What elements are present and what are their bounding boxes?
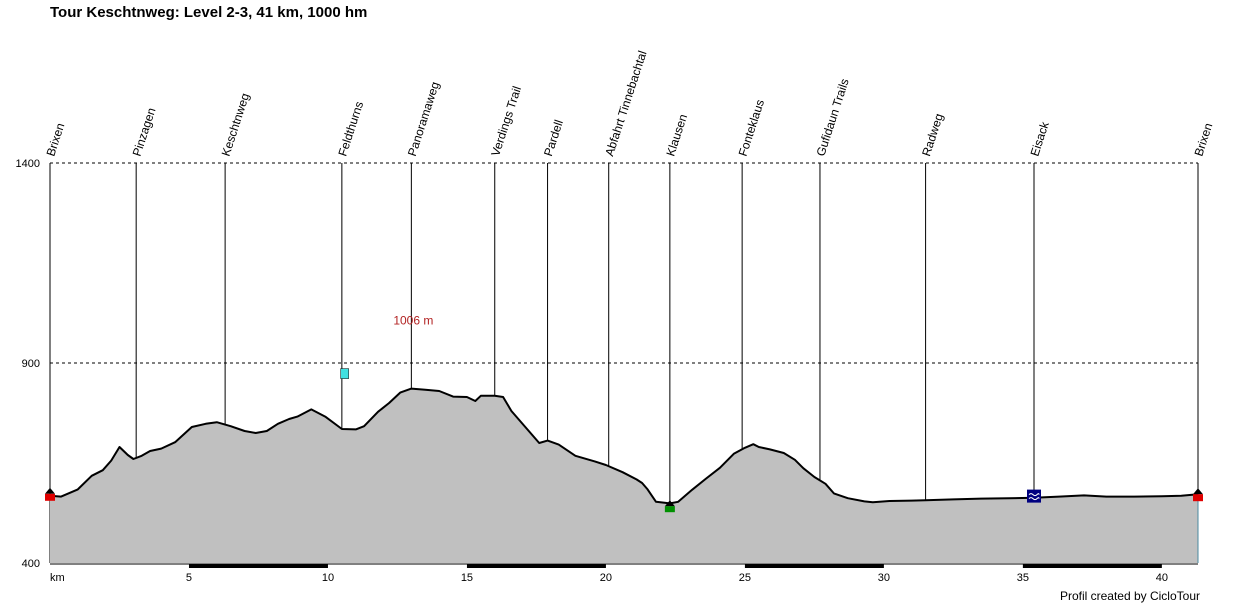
x-tick-label-15: 15 <box>461 572 473 584</box>
town-marker-roof <box>664 500 675 507</box>
y-tick-label-1400: 1400 <box>16 158 40 170</box>
start-marker <box>45 493 55 501</box>
x-axis-scale-segment <box>188 564 328 568</box>
river-wave-icon <box>1028 493 1040 501</box>
river-marker <box>1027 489 1041 503</box>
x-axis-scale-segment <box>466 564 606 568</box>
x-tick-label-20: 20 <box>600 572 612 584</box>
water-marker <box>340 368 349 379</box>
credit-text: Profil created by CicloTour <box>1059 589 1200 603</box>
x-tick-label-10: 10 <box>322 572 334 584</box>
waypoint-label-5: Verdings Trail <box>488 84 524 157</box>
y-tick-label-900: 900 <box>22 358 40 370</box>
peak-label: 1006 m <box>393 314 433 328</box>
waypoint-label-3: Feldthurns <box>335 100 366 158</box>
x-axis-title: km <box>50 572 65 584</box>
waypoint-label-9: Fonteklaus <box>736 98 767 158</box>
grid-layer <box>50 162 1198 364</box>
x-axis-scale-segment <box>744 564 884 568</box>
waypoint-label-13: Brixen <box>1192 121 1216 158</box>
x-axis-scale-segment <box>1022 564 1162 568</box>
elevation-area <box>50 388 1198 563</box>
start-marker-roof <box>45 487 55 494</box>
waypoint-label-0: Brixen <box>44 121 68 158</box>
waypoint-label-12: Eisack <box>1028 119 1053 158</box>
finish-marker <box>1193 494 1203 502</box>
waypoint-label-6: Pardell <box>541 118 566 158</box>
waypoint-label-10: Gufidaun Trails <box>814 77 852 158</box>
town-marker <box>664 506 675 513</box>
area-layer <box>49 387 1199 563</box>
x-tick-label-5: 5 <box>186 572 192 584</box>
x-tick-label-25: 25 <box>739 572 751 584</box>
marker-layer <box>45 368 1203 513</box>
finish-marker-roof <box>1193 488 1203 495</box>
waypoint-label-2: Keschtnweg <box>219 91 253 158</box>
chart-title: Tour Keschtnweg: Level 2-3, 41 km, 1000 … <box>50 4 368 21</box>
y-tick-label-400: 400 <box>22 558 40 570</box>
waypoint-label-7: Abfahrt Tinnebachtal <box>602 49 649 158</box>
waypoint-label-1: Pinzagen <box>130 106 159 158</box>
elevation-line <box>49 387 1199 505</box>
x-tick-label-35: 35 <box>1017 572 1029 584</box>
waypoint-label-4: Panoramaweg <box>405 80 442 158</box>
x-tick-label-30: 30 <box>878 572 890 584</box>
label-layer: Brixen Pinzagen Keschtnweg Feldthurns Panora… <box>44 49 1216 328</box>
x-tick-label-40: 40 <box>1156 572 1168 584</box>
waypoint-label-11: Radweg <box>919 112 946 158</box>
axis-layer: 400 900 1400 km 5 10 15 20 25 30 35 40 <box>16 158 1198 584</box>
waypoint-label-8: Klausen <box>663 112 690 158</box>
